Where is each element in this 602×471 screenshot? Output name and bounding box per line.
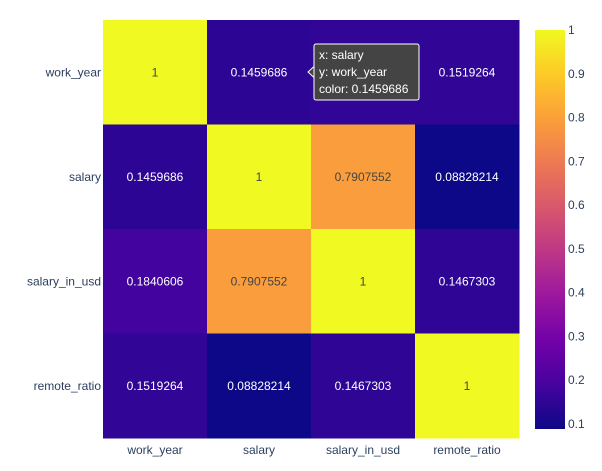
heatmap-cell-2-3[interactable] (415, 229, 520, 334)
heatmap-cell-3-3[interactable] (415, 333, 520, 439)
hover-tooltip-line-y: y: work_year (319, 65, 387, 79)
colorbar-tick-label: 0.9 (568, 67, 585, 81)
hover-tooltip: x: salary y: work_year color: 0.1459686 (307, 43, 420, 101)
heatmap-cell-label-1-3: 0.08828214 (435, 170, 499, 184)
colorbar-tick-label: 1 (568, 23, 575, 37)
heatmap-cells[interactable] (103, 20, 520, 439)
heatmap-cell-0-1[interactable] (207, 20, 312, 125)
heatmap-cell-2-1[interactable] (207, 229, 312, 334)
y-tick-label: remote_ratio (34, 379, 102, 393)
heatmap-cell-labels: 1 0.1459686 0.1519264 0.1459686 1 0.7907552 0.… (127, 65, 499, 393)
colorbar-tick-label: 0.3 (568, 329, 585, 343)
heatmap-cell-0-3[interactable] (415, 20, 520, 125)
hover-tooltip-line-x: x: salary (319, 48, 364, 62)
heatmap-cell-label-0-3: 0.1519264 (439, 65, 496, 79)
hover-tooltip-line-color: color: 0.1459686 (319, 82, 409, 96)
heatmap-cell-2-0[interactable] (103, 229, 208, 334)
heatmap-cell-label-2-3: 0.1467303 (439, 274, 496, 288)
heatmap-cell-label-2-0: 0.1840606 (127, 274, 184, 288)
colorbar-tick-label: 0.7 (568, 154, 585, 168)
colorbar-tick-label: 0.2 (568, 373, 585, 387)
heatmap-cell-label-1-0: 0.1459686 (127, 170, 184, 184)
heatmap-cell-1-2[interactable] (311, 124, 416, 230)
colorbar-ticks: 0.1 0.2 0.3 0.4 0.5 0.6 0.7 0.8 0.9 1 (568, 23, 585, 431)
heatmap-cell-1-0[interactable] (103, 124, 208, 230)
heatmap-cell-label-3-0: 0.1519264 (127, 379, 184, 393)
heatmap-cell-label-1-1: 1 (256, 170, 263, 184)
heatmap-cell-3-2[interactable] (311, 333, 416, 439)
heatmap-cell-label-3-1: 0.08828214 (227, 379, 291, 393)
heatmap-cell-label-3-3: 1 (464, 379, 471, 393)
hover-tooltip-box (313, 43, 420, 101)
heatmap-cell-label-2-2: 1 (360, 274, 367, 288)
heatmap-cell-label-1-2: 0.7907552 (335, 170, 392, 184)
colorbar-tick-label: 0.4 (568, 286, 585, 300)
x-axis-ticks: work_year salary salary_in_usd remote_ratio (126, 443, 501, 457)
heatmap-cell-label-2-1: 0.7907552 (231, 274, 288, 288)
heatmap-cell-1-1[interactable] (207, 124, 312, 230)
heatmap-cell-label-3-2: 0.1467303 (335, 379, 392, 393)
heatmap-cell-3-0[interactable] (103, 333, 208, 439)
x-tick-label: salary_in_usd (326, 443, 400, 457)
heatmap-cell-3-1[interactable] (207, 333, 312, 439)
y-tick-label: salary (69, 170, 101, 184)
colorbar-tick-label: 0.5 (568, 242, 585, 256)
y-tick-label: work_year (45, 65, 101, 79)
heatmap-cell-0-0[interactable] (103, 20, 208, 125)
heatmap-cell-label-0-0: 1 (152, 65, 159, 79)
colorbar-tick-label: 0.6 (568, 198, 585, 212)
colorbar-tick-label: 0.1 (568, 417, 585, 431)
x-tick-label: work_year (126, 443, 182, 457)
heatmap-cell-1-3[interactable] (415, 124, 520, 230)
heatmap-cell-2-2[interactable] (311, 229, 416, 334)
x-tick-label: salary (243, 443, 275, 457)
y-tick-label: salary_in_usd (27, 274, 101, 288)
colorbar-tick-label: 0.8 (568, 111, 585, 125)
colorbar (535, 30, 565, 429)
heatmap-cell-label-0-1: 0.1459686 (231, 65, 288, 79)
x-tick-label: remote_ratio (433, 443, 501, 457)
